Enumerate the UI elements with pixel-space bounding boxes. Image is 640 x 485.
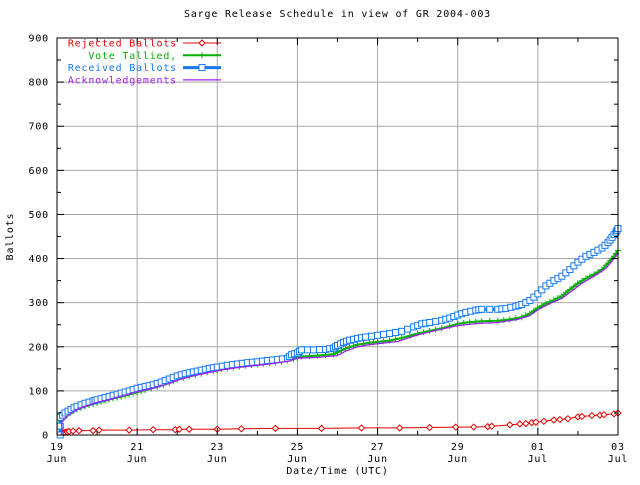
y-tick-label: 200 [29,342,49,353]
y-tick-label: 0 [42,431,49,442]
legend-label-acknowledgements: Acknowledgements [68,75,177,86]
x-tick-label-day: 25 [291,442,305,453]
series-markers-received-ballots [56,225,622,439]
x-tick-label-month: Jun [447,454,467,465]
x-tick-label-day: 21 [130,442,144,453]
x-tick-label-month: Jul [608,454,628,465]
x-tick-label-day: 01 [531,442,545,453]
x-tick-label-month: Jun [287,454,307,465]
series-line-acknowledgements [61,252,619,436]
y-tick-label: 400 [29,254,49,265]
legend-label-received-ballots: Received Ballots [68,63,177,74]
x-tick-label-day: 23 [210,442,224,453]
x-tick-label-month: Jun [207,454,227,465]
x-tick-label-day: 27 [371,442,385,453]
legend-label-rejected-ballots: Rejected Ballots [68,39,177,50]
legend [183,39,221,81]
x-tick-label-day: 03 [611,442,625,453]
y-tick-label: 500 [29,210,49,221]
x-tick-label-day: 19 [50,442,64,453]
series-acknowledgements [61,252,619,436]
x-axis-label: Date/Time (UTC) [286,466,388,477]
chart-title: Sarge Release Schedule in view of GR 200… [184,9,491,20]
legend-item-rejected-ballots [183,39,221,47]
x-tick-label-month: Jul [528,454,548,465]
legend-label-vote-tallied: Vote Tallied, [88,51,177,62]
x-tick-label-day: 29 [451,442,465,453]
y-axis-label: Ballots [5,213,16,261]
y-tick-label: 700 [29,122,49,133]
legend-item-vote-tallied [183,52,221,59]
x-tick-label-month: Jun [47,454,67,465]
x-tick-label-month: Jun [127,454,147,465]
y-tick-label: 900 [29,34,49,45]
series-received-ballots [56,225,622,439]
y-tick-label: 800 [29,78,49,89]
x-tick-label-month: Jun [367,454,387,465]
legend-item-received-ballots [183,64,221,72]
y-tick-label: 100 [29,386,49,397]
y-tick-label: 300 [29,298,49,309]
axis-ticks [56,37,619,436]
y-tick-label: 600 [29,166,49,177]
